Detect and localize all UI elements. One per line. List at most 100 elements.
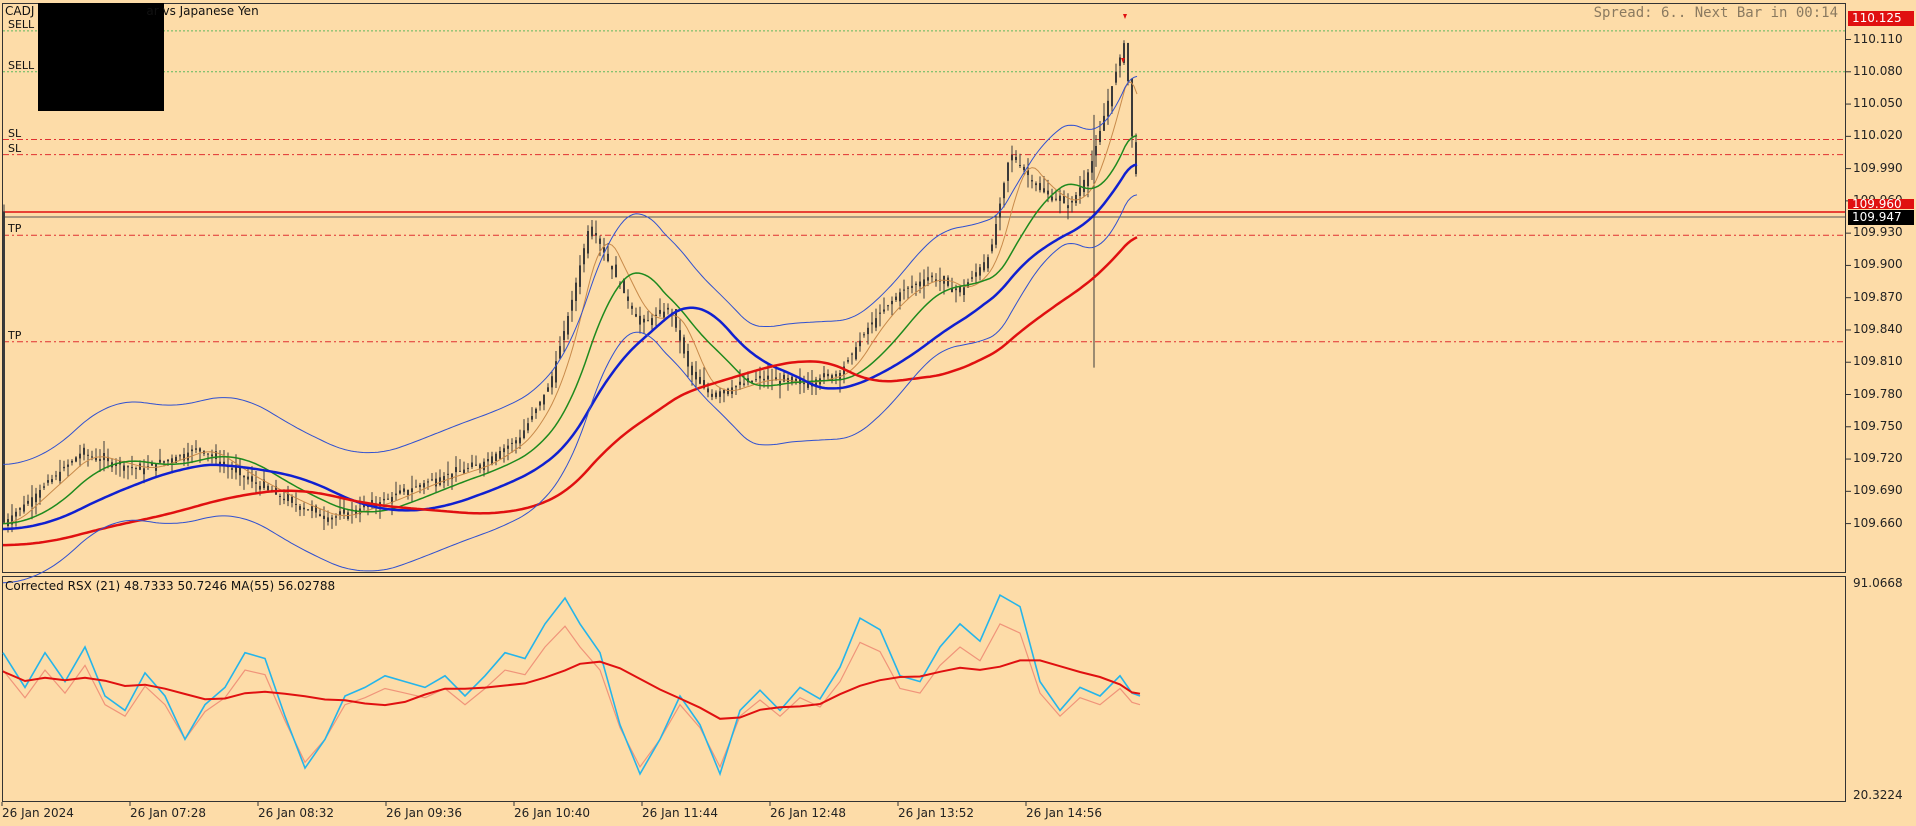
level-label-sell: SELL [8,58,35,72]
candle-body [259,485,261,490]
candle-body [919,281,921,287]
candle-body [983,262,985,271]
rsx-salmon-line [2,623,1141,769]
candle-body [339,511,341,515]
candle-body [1011,154,1013,161]
candle-body [15,511,17,517]
candle-body [475,464,477,466]
candle-body [735,386,737,388]
price-axis-label: 110.080 [1853,63,1903,78]
candle-body [451,473,453,480]
candle-body [327,517,329,522]
candle-body [1051,196,1053,201]
candle-body [835,374,837,377]
candle-body [303,507,305,510]
candle-body [35,493,37,503]
candle-body [435,478,437,487]
candle-body [863,334,865,336]
candle-body [503,448,505,453]
candle-body [627,296,629,301]
candle-body [723,389,725,394]
candle-body [691,365,693,376]
main-chart-pane[interactable] [2,3,1846,573]
candle-body [567,315,569,335]
candle-body [991,244,993,252]
candle-body [463,469,465,474]
spread-info: Spread: 6.. Next Bar in 00:14 [1593,5,1838,21]
candle-body [679,330,681,341]
level-label-sl: SL [8,126,22,140]
ma-green-line [2,134,1138,525]
candle-body [583,248,585,265]
candle-body [695,371,697,380]
candle-body [223,461,225,465]
candle-body [487,459,489,462]
time-axis-label: 26 Jan 2024 [2,806,74,820]
price-axis-label: 109.660 [1853,515,1903,530]
candle-body [727,388,729,395]
price-axis-label: 109.810 [1853,354,1903,369]
candle-body [319,514,321,517]
candle-body [131,467,133,469]
candle-body [191,449,193,452]
candle-body [19,508,21,510]
price-axis-label: 109.930 [1853,225,1903,240]
candle-body [27,500,29,504]
candle-body [779,381,781,386]
candle-body [59,471,61,481]
candle-body [467,467,469,469]
candle-body [147,466,149,468]
candle-body [1111,86,1113,107]
candle-body [587,230,589,254]
price-axis-label: 110.020 [1853,128,1903,143]
candle-body [643,318,645,323]
candle-body [279,495,281,497]
candle-body [703,380,705,389]
candle-body [123,465,125,471]
candle-body [427,481,429,483]
candle-body [915,283,917,285]
candle-body [783,374,785,382]
candle-body [1007,162,1009,181]
candle-body [1047,190,1049,195]
ma-blue-line [2,163,1138,531]
candle-body [699,377,701,384]
candle-body [675,309,677,328]
candle-body [183,454,185,461]
candle-body [299,506,301,510]
oscillator-pane[interactable] [2,576,1846,802]
candle-body [287,493,289,502]
chart-title: CADJ ar vs Japanese Yen [5,4,259,18]
price-axis-label: 109.780 [1853,386,1903,401]
candle-body [1135,142,1137,174]
candle-body [423,483,425,488]
candle-body [411,488,413,493]
candle-body [491,456,493,465]
candle-body [211,454,213,457]
candle-body [603,247,605,253]
candle-body [231,468,233,470]
candle-body [831,375,833,382]
price-axis-label: 109.990 [1853,160,1903,175]
candle-body [107,456,109,462]
candle-body [1099,130,1101,143]
time-axis-label: 26 Jan 11:44 [642,806,718,820]
candle-body [251,476,253,482]
candle-body [1003,183,1005,199]
candle-body [459,470,461,472]
candle-body [575,282,577,301]
candle-body [707,388,709,393]
candle-body [755,379,757,381]
candle-body [1035,183,1037,186]
candle-body [1031,180,1033,182]
candle-body [895,296,897,301]
candle-body [791,376,793,383]
candle-body [947,277,949,286]
level-label-tp: TP [8,222,22,236]
candle-body [1063,195,1065,204]
candle-body [923,279,925,287]
level-label-sl: SL [8,141,22,155]
candle-body [715,392,717,398]
ma-fast-line [2,81,1138,525]
